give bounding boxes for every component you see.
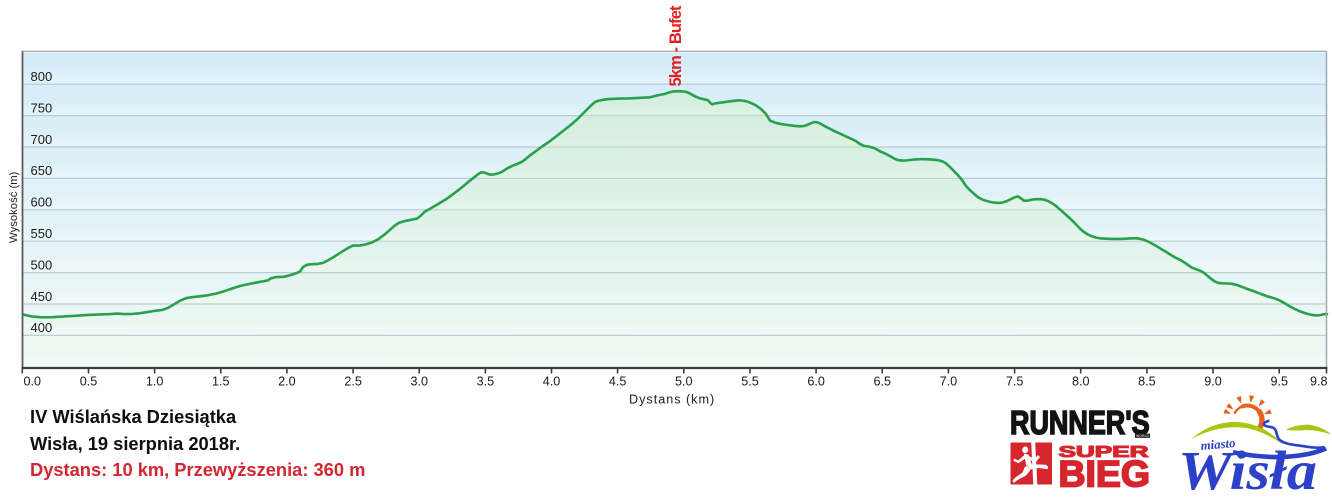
svg-text:9.0: 9.0: [1204, 375, 1222, 389]
svg-text:IV Wiślańska Dziesiątka: IV Wiślańska Dziesiątka: [30, 406, 237, 427]
svg-text:4.0: 4.0: [543, 375, 561, 389]
svg-text:Dystans: 10 km, Przewyższenia:: Dystans: 10 km, Przewyższenia: 360 m: [30, 459, 365, 480]
svg-text:2.5: 2.5: [344, 375, 362, 389]
svg-text:500: 500: [31, 257, 53, 272]
svg-text:0.5: 0.5: [80, 375, 98, 389]
svg-text:5.5: 5.5: [741, 375, 759, 389]
svg-text:BIEG: BIEG: [1059, 455, 1151, 495]
svg-text:WORLD: WORLD: [1136, 434, 1150, 438]
svg-text:450: 450: [31, 289, 53, 304]
svg-text:SUPER: SUPER: [1059, 444, 1150, 461]
svg-text:3.0: 3.0: [410, 375, 428, 389]
svg-text:5.0: 5.0: [675, 375, 693, 389]
svg-text:Wysokość (m): Wysokość (m): [8, 171, 20, 243]
svg-text:0.0: 0.0: [24, 375, 42, 389]
svg-text:5km - Bufet: 5km - Bufet: [667, 5, 685, 87]
svg-text:Wisła: Wisła: [1178, 440, 1317, 501]
svg-text:600: 600: [31, 195, 53, 210]
svg-text:Dystans (km): Dystans (km): [629, 393, 715, 407]
svg-text:1.0: 1.0: [146, 375, 164, 389]
svg-text:3.5: 3.5: [477, 375, 495, 389]
svg-text:400: 400: [31, 320, 53, 335]
svg-text:800: 800: [31, 69, 53, 84]
svg-text:8.0: 8.0: [1072, 375, 1090, 389]
svg-text:8.5: 8.5: [1138, 375, 1156, 389]
svg-text:700: 700: [31, 132, 53, 147]
svg-text:9.8: 9.8: [1310, 375, 1328, 389]
svg-text:7.5: 7.5: [1006, 375, 1024, 389]
svg-text:1.5: 1.5: [212, 375, 230, 389]
svg-text:RUNNER'S: RUNNER'S: [1010, 405, 1150, 442]
svg-text:550: 550: [31, 226, 53, 241]
svg-text:9.5: 9.5: [1270, 375, 1288, 389]
svg-text:7.0: 7.0: [940, 375, 958, 389]
svg-text:2.0: 2.0: [278, 375, 296, 389]
svg-text:6.5: 6.5: [873, 375, 891, 389]
svg-text:750: 750: [31, 100, 53, 115]
svg-text:6.0: 6.0: [807, 375, 825, 389]
svg-text:Wisła, 19 sierpnia 2018r.: Wisła, 19 sierpnia 2018r.: [30, 433, 240, 454]
svg-text:miasto: miasto: [1200, 436, 1236, 453]
svg-text:4.5: 4.5: [609, 375, 627, 389]
svg-text:650: 650: [31, 163, 53, 178]
